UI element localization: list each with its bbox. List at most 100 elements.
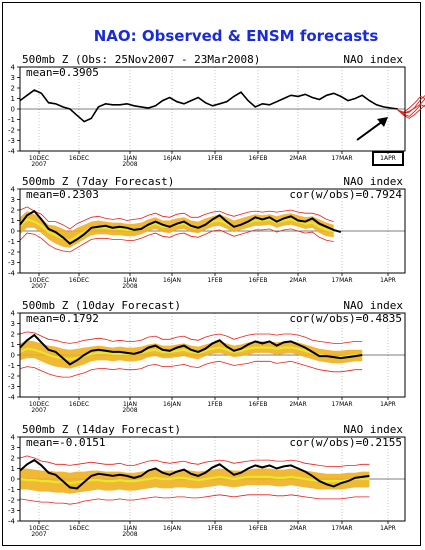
x-tick-label: 16FEB xyxy=(249,277,268,284)
x-tick-year-label: 2008 xyxy=(122,161,137,168)
x-tick-label: 1JAN xyxy=(123,401,137,408)
ensemble-median-line xyxy=(19,346,363,361)
x-tick-label: 16JAN xyxy=(163,155,181,162)
x-tick-label: 10DEC xyxy=(29,525,49,532)
mean-label: mean=0.3905 xyxy=(26,66,99,79)
y-tick-label: -2 xyxy=(8,373,15,381)
observed-line xyxy=(19,333,363,366)
observed-line xyxy=(19,209,342,245)
y-tick-label: 3 xyxy=(11,320,15,328)
x-tick-year-label: 2007 xyxy=(31,407,46,414)
ensemble-median-line xyxy=(19,475,370,485)
y-tick-label: -1 xyxy=(8,116,15,124)
x-tick-year-label: 2007 xyxy=(31,161,46,168)
y-tick-label: 2 xyxy=(11,85,15,93)
y-tick-label: -3 xyxy=(8,259,15,267)
x-tick-label: 1FEB xyxy=(207,525,222,532)
x-tick-label: 16JAN xyxy=(163,277,181,284)
mean-label: mean=-0.0151 xyxy=(26,436,105,449)
annotation-arrow xyxy=(356,120,384,141)
panel-2: 500mb Z (7day Forecast) NAO index -4 -3 -2 -1… xyxy=(8,175,406,290)
y-tick-label: -1 xyxy=(8,238,15,246)
y-tick-label: 4 xyxy=(11,434,16,442)
panels-container: 500mb Z (Obs: 25Nov2007 - 23Mar2008) NAO … xyxy=(8,53,425,538)
spread-band xyxy=(20,340,363,369)
x-tick-label: 17MAR xyxy=(331,155,352,162)
y-tick-label: 2 xyxy=(11,331,15,339)
observed-line xyxy=(19,89,399,123)
x-tick-label: 1JAN xyxy=(123,525,137,532)
x-tick-label: 1FEB xyxy=(207,277,222,284)
member-envelope-line xyxy=(19,494,370,505)
observed-line xyxy=(19,458,370,490)
y-tick-label: 3 xyxy=(11,196,15,204)
panel-index-label: NAO index xyxy=(343,175,403,188)
y-tick-label: 4 xyxy=(11,64,16,72)
x-tick-label: 16DEC xyxy=(69,155,89,162)
x-tick-label: 16FEB xyxy=(249,155,268,162)
y-tick-label: 1 xyxy=(11,95,15,103)
x-tick-label: 16DEC xyxy=(69,525,89,532)
x-tick-label: 17MAR xyxy=(331,401,352,408)
x-tick-label: 1APR xyxy=(380,401,396,408)
y-tick-label: 1 xyxy=(11,465,15,473)
x-tick-label: 1FEB xyxy=(207,155,222,162)
y-tick-label: 0 xyxy=(11,228,15,236)
y-tick-label: 3 xyxy=(11,444,15,452)
panel-index-label: NAO index xyxy=(343,53,403,66)
x-tick-label: 2MAR xyxy=(289,277,306,284)
forecast-member-line xyxy=(397,95,425,113)
x-tick-label: 1JAN xyxy=(123,277,137,284)
panel-title: 500mb Z (14day Forecast) xyxy=(22,423,181,436)
y-tick-label: 2 xyxy=(11,207,15,215)
y-tick-label: -2 xyxy=(8,497,15,505)
y-tick-label: -1 xyxy=(8,362,15,370)
plot-frame xyxy=(19,312,406,398)
y-tick-label: -1 xyxy=(8,486,15,494)
plot-frame xyxy=(19,436,406,522)
y-tick-label: 3 xyxy=(11,74,15,82)
forecast-member-line xyxy=(397,104,425,117)
x-tick-label: 1APR xyxy=(380,155,396,162)
x-tick-label: 16JAN xyxy=(163,401,181,408)
panel-3: 500mb Z (10day Forecast) NAO index -4 -3 -2 -… xyxy=(8,299,406,414)
x-tick-label: 16FEB xyxy=(249,401,268,408)
y-tick-label: 2 xyxy=(11,455,15,463)
correlation-label: cor(w/obs)=0.4835 xyxy=(289,312,402,325)
y-tick-label: -3 xyxy=(8,507,15,515)
x-tick-label: 10DEC xyxy=(29,277,49,284)
x-tick-label: 2MAR xyxy=(289,401,306,408)
y-tick-label: 1 xyxy=(11,341,15,349)
y-tick-label: 1 xyxy=(11,217,15,225)
member-envelope-line xyxy=(19,455,370,467)
x-tick-label: 2MAR xyxy=(289,155,306,162)
figure-border xyxy=(2,2,421,546)
annotation-arrow-head xyxy=(377,117,388,127)
y-tick-label: -2 xyxy=(8,249,15,257)
member-envelope-line xyxy=(19,360,363,378)
y-tick-label: -4 xyxy=(8,270,16,278)
panel-index-label: NAO index xyxy=(343,299,403,312)
x-tick-year-label: 2008 xyxy=(122,407,137,414)
y-tick-label: 4 xyxy=(11,186,16,194)
y-tick-label: -2 xyxy=(8,127,15,135)
plot-frame xyxy=(19,188,406,274)
x-tick-label: 16JAN xyxy=(163,525,181,532)
x-tick-label: 1APR xyxy=(380,525,396,532)
x-tick-label: 10DEC xyxy=(29,401,49,408)
member-envelope-line xyxy=(19,206,334,230)
y-tick-label: -3 xyxy=(8,137,15,145)
member-envelope-line xyxy=(19,331,363,344)
panel-title: 500mb Z (Obs: 25Nov2007 - 23Mar2008) xyxy=(22,53,260,66)
y-tick-label: -4 xyxy=(8,394,16,402)
forecast-member-line xyxy=(397,98,425,114)
x-tick-label: 17MAR xyxy=(331,277,352,284)
highlight-box xyxy=(372,151,404,166)
y-tick-label: -3 xyxy=(8,383,15,391)
x-tick-label: 17MAR xyxy=(331,525,352,532)
x-tick-label: 1APR xyxy=(380,277,396,284)
mean-label: mean=0.2303 xyxy=(26,188,99,201)
x-tick-label: 16DEC xyxy=(69,401,89,408)
x-tick-year-label: 2008 xyxy=(122,283,137,290)
